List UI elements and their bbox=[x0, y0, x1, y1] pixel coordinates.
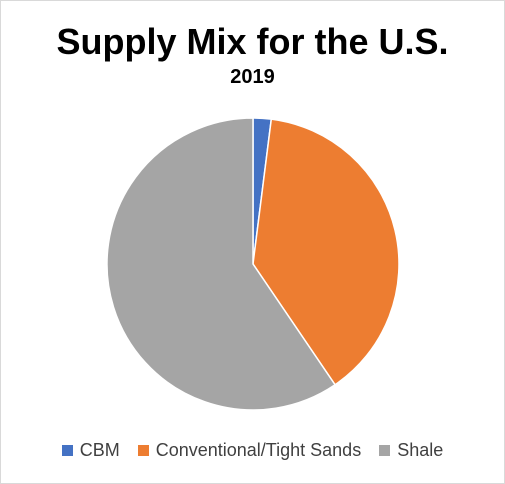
legend: CBM Conventional/Tight Sands Shale bbox=[0, 440, 505, 461]
legend-swatch-conventional-tight-sands bbox=[137, 445, 149, 456]
pie-slice-shale bbox=[106, 117, 337, 411]
chart-subtitle: 2019 bbox=[230, 66, 275, 88]
legend-swatch-shale bbox=[379, 445, 391, 456]
legend-label-conventional-tight-sands: Conventional/Tight Sands bbox=[155, 440, 362, 460]
legend-label-shale: Shale bbox=[397, 440, 444, 460]
legend-label-cbm: CBM bbox=[79, 440, 120, 460]
legend-item-cbm: CBM bbox=[61, 440, 120, 461]
legend-swatch-cbm bbox=[61, 445, 73, 456]
legend-item-conventional-tight-sands: Conventional/Tight Sands bbox=[137, 440, 362, 461]
pie-slice-conventional-tight-sands bbox=[252, 118, 400, 386]
chart-title: Supply Mix for the U.S. bbox=[56, 21, 449, 62]
legend-item-shale: Shale bbox=[379, 440, 443, 461]
